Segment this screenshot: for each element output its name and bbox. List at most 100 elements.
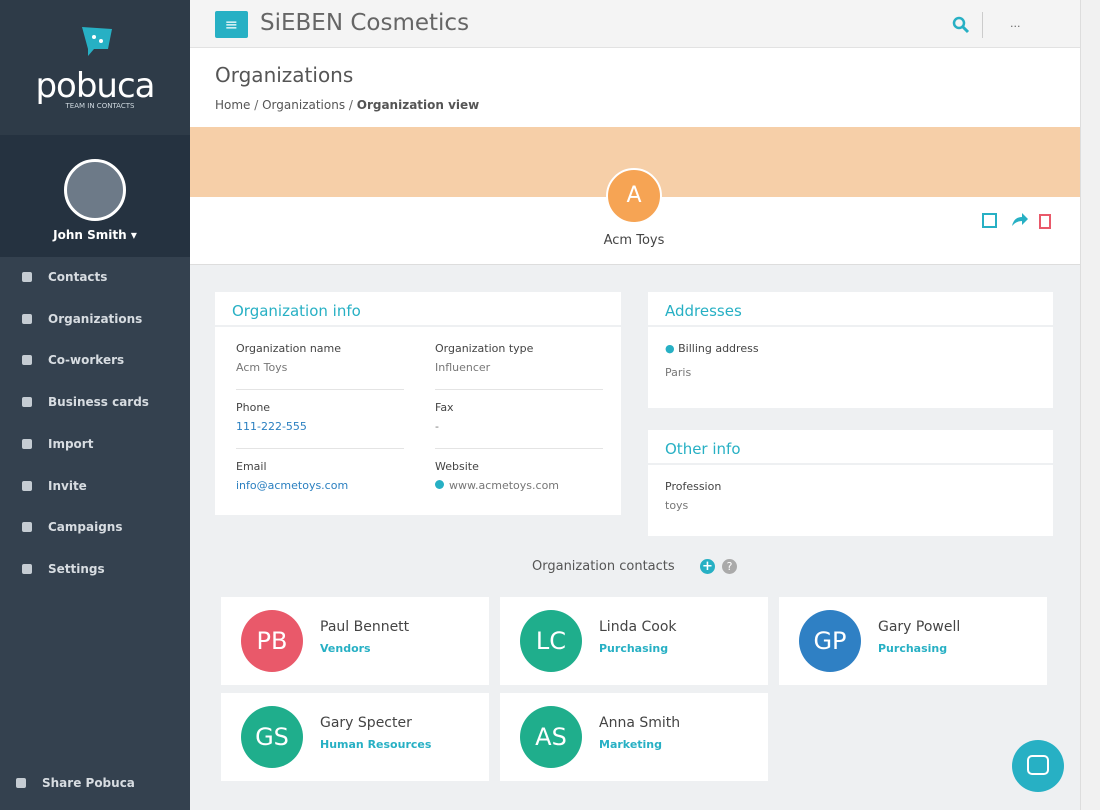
chat-button[interactable] bbox=[1012, 740, 1064, 792]
logo-icon bbox=[82, 27, 112, 56]
menu-item[interactable]: Campaigns bbox=[0, 507, 190, 547]
menu-icon bbox=[22, 438, 32, 449]
menu-item[interactable]: Invite bbox=[0, 466, 190, 506]
field-value-text: www.acmetoys.com bbox=[449, 479, 560, 492]
menu-text: Import bbox=[48, 436, 94, 451]
contact-card[interactable]: PB Paul Bennett Vendors bbox=[221, 597, 489, 685]
field-value: 111-222-555 bbox=[236, 420, 307, 433]
contact-card[interactable]: AS Anna Smith Marketing bbox=[500, 693, 768, 781]
menu-text: Business cards bbox=[48, 395, 149, 410]
share-icon[interactable] bbox=[1012, 213, 1028, 226]
page-title: Organizations bbox=[215, 63, 354, 87]
field-value-text[interactable]: 111-222-555 bbox=[236, 420, 307, 433]
menu-text: Invite bbox=[48, 478, 87, 493]
field-value: Acm Toys bbox=[236, 361, 287, 374]
breadcrumb: HomeOrganizationsOrganization view bbox=[215, 98, 479, 112]
menu-icon bbox=[22, 355, 32, 366]
field-value-text[interactable]: info@acmetoys.com bbox=[236, 479, 349, 492]
menu-item[interactable]: Business cards bbox=[0, 382, 190, 422]
contact-avatar: AS bbox=[520, 706, 582, 768]
field-value: info@acmetoys.com bbox=[236, 479, 348, 492]
profile-name: Acm Toys bbox=[603, 233, 665, 248]
field-label: Organization name bbox=[236, 342, 342, 355]
contact-group: Marketing bbox=[599, 738, 663, 751]
user-area: John Smith ▾ bbox=[0, 135, 190, 257]
card-title: Organization info bbox=[215, 292, 621, 327]
contact-name: Gary Specter bbox=[320, 715, 412, 731]
field-value-text: Influencer bbox=[435, 361, 491, 374]
field-value: - bbox=[435, 420, 439, 433]
delete-icon[interactable] bbox=[1039, 214, 1051, 229]
contact-avatar: LC bbox=[520, 610, 582, 672]
contact-name: Gary Powell bbox=[878, 619, 961, 635]
user-name[interactable]: John Smith ▾ bbox=[53, 228, 137, 242]
field-divider bbox=[435, 389, 603, 390]
card-title: Other info bbox=[648, 430, 1053, 465]
menu-item[interactable]: Import bbox=[0, 424, 190, 464]
menu-item[interactable]: Contacts bbox=[0, 257, 190, 297]
contact-card[interactable]: GP Gary Powell Purchasing bbox=[779, 597, 1047, 685]
breadcrumb-item[interactable]: Home bbox=[215, 98, 251, 112]
breadcrumb-item[interactable]: Organizations bbox=[250, 98, 345, 112]
menu-icon bbox=[22, 272, 32, 282]
menu-icon bbox=[22, 313, 32, 324]
field-divider bbox=[236, 448, 404, 449]
profile-area: A Acm Toys bbox=[190, 168, 1080, 265]
logo-tagline: TEAM IN CONTACTS bbox=[65, 102, 135, 110]
field-label: Organization type bbox=[435, 342, 534, 355]
menu-text: Co-workers bbox=[48, 353, 125, 368]
app-title: SiEBEN Cosmetics bbox=[260, 10, 470, 36]
field-value: Paris bbox=[665, 366, 692, 379]
sidebar: pobuca TEAM IN CONTACTS John Smith ▾ Sha… bbox=[0, 0, 190, 810]
globe-icon bbox=[435, 480, 444, 489]
more-button[interactable]: ... bbox=[1010, 17, 1021, 30]
menu-icon bbox=[22, 522, 32, 533]
menu-icon bbox=[22, 480, 32, 491]
logo-area: pobuca TEAM IN CONTACTS bbox=[0, 0, 190, 135]
profile-actions bbox=[982, 213, 1051, 229]
edit-icon[interactable] bbox=[982, 213, 997, 228]
share-link[interactable]: Share Pobuca bbox=[0, 763, 190, 803]
contacts-title: Organization contacts bbox=[532, 559, 675, 574]
menu-text: Settings bbox=[48, 561, 105, 576]
contact-name: Linda Cook bbox=[599, 619, 677, 635]
menu-item[interactable]: Co-workers bbox=[0, 340, 190, 380]
contact-card[interactable]: GS Gary Specter Human Resources bbox=[221, 693, 489, 781]
contact-avatar: PB bbox=[241, 610, 303, 672]
share-text: Share Pobuca bbox=[42, 776, 135, 790]
menu-toggle[interactable]: ≡ bbox=[215, 11, 248, 38]
other-info-card: Other info Profession toys bbox=[648, 430, 1053, 536]
user-avatar bbox=[64, 159, 126, 221]
field-label: Email bbox=[236, 460, 267, 473]
divider bbox=[982, 12, 983, 38]
addresses-card: Addresses ● Billing address Paris bbox=[648, 292, 1053, 408]
field-divider bbox=[236, 389, 404, 390]
field-label: Phone bbox=[236, 401, 271, 414]
contact-avatar: GP bbox=[799, 610, 861, 672]
help-icon[interactable]: ? bbox=[722, 559, 737, 574]
field-value: Influencer bbox=[435, 361, 490, 374]
contact-avatar: GS bbox=[241, 706, 303, 768]
contact-group: Human Resources bbox=[320, 738, 432, 751]
field-label: Fax bbox=[435, 401, 454, 414]
field-label: Website bbox=[435, 460, 479, 473]
profile-avatar: A bbox=[606, 168, 662, 224]
search-icon[interactable] bbox=[952, 16, 970, 34]
menu-text: Contacts bbox=[48, 270, 108, 284]
contact-group: Vendors bbox=[320, 642, 371, 655]
menu-text: Organizations bbox=[48, 311, 143, 326]
field-value-text: - bbox=[435, 420, 439, 433]
field-value: www.acmetoys.com bbox=[435, 479, 559, 492]
contact-card[interactable]: LC Linda Cook Purchasing bbox=[500, 597, 768, 685]
menu-item[interactable]: Settings bbox=[0, 549, 190, 589]
field-label: Profession bbox=[665, 480, 722, 493]
card-title: Addresses bbox=[648, 292, 1053, 327]
top-bar: ≡ SiEBEN Cosmetics ... bbox=[190, 0, 1080, 48]
page-header: Organizations HomeOrganizationsOrganizat… bbox=[190, 48, 1080, 127]
menu-item[interactable]: Organizations bbox=[0, 299, 190, 339]
add-contact[interactable]: + bbox=[700, 559, 715, 574]
org-info-card: Organization info Organization name Acm T… bbox=[215, 292, 621, 515]
field-label: ● Billing address bbox=[665, 342, 759, 355]
menu-text: Campaigns bbox=[48, 520, 123, 535]
